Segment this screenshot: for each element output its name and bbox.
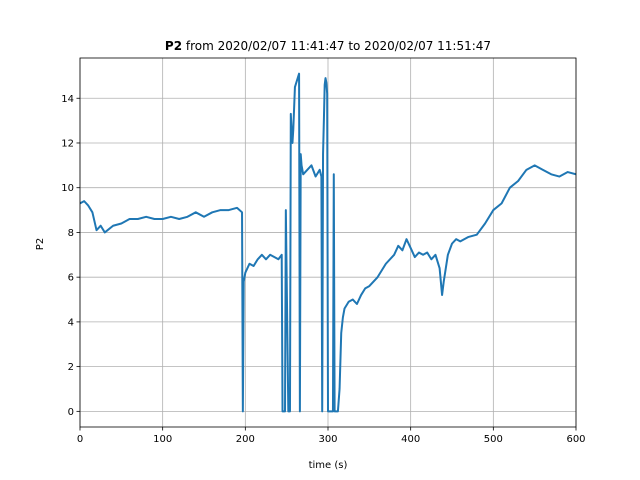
y-tick-label: 10 [61, 183, 74, 194]
x-tick-label: 300 [318, 434, 337, 445]
x-tick-label: 400 [401, 434, 420, 445]
y-tick-label: 4 [68, 317, 74, 328]
series-layer [80, 72, 576, 413]
series-line [80, 72, 576, 413]
chart-title-bold: P2 [165, 39, 182, 53]
x-tick-label: 600 [566, 434, 585, 445]
chart-title: P2 from 2020/02/07 11:41:47 to 2020/02/0… [165, 39, 491, 53]
y-axis-label: P2 [35, 238, 46, 250]
x-tick-label: 100 [153, 434, 172, 445]
x-tick-label: 200 [236, 434, 255, 445]
y-tick-label: 6 [68, 273, 74, 284]
tick-layer: 0 100 200 300 400 500 600 0 2 4 6 8 10 12 14 [61, 94, 585, 445]
y-tick-label: 2 [68, 362, 74, 373]
y-tick-label: 14 [61, 94, 74, 105]
y-tick-label: 0 [68, 407, 74, 418]
y-tick-label: 12 [61, 138, 74, 149]
x-tick-label: 500 [484, 434, 503, 445]
x-axis-label: time (s) [309, 460, 348, 471]
y-tick-label: 8 [68, 228, 74, 239]
x-tick-label: 0 [77, 434, 83, 445]
chart-title-rest: from 2020/02/07 11:41:47 to 2020/02/07 1… [182, 39, 491, 53]
